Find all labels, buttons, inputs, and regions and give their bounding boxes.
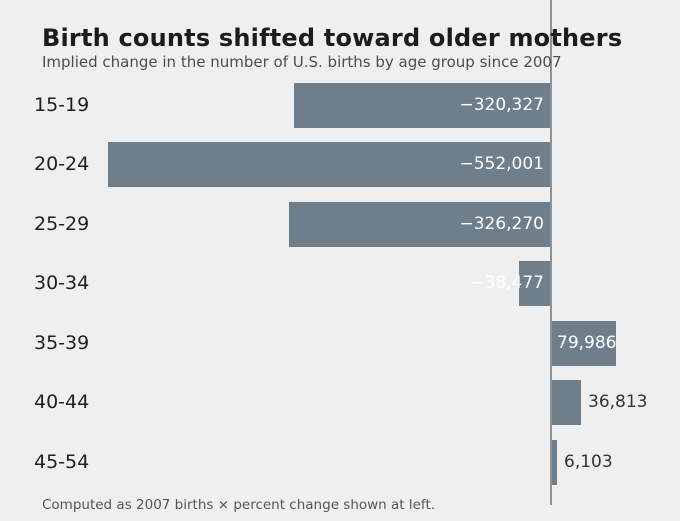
value-label: 36,813 [588, 392, 648, 412]
category-label: 30-34 [34, 272, 90, 294]
category-label: 45-54 [34, 451, 90, 473]
chart-footnote: Computed as 2007 births × percent change… [42, 497, 436, 513]
bar [519, 261, 550, 306]
value-label: 6,103 [564, 452, 613, 472]
zero-axis-line [550, 0, 552, 505]
value-label: −552,001 [459, 154, 544, 174]
chart-subtitle: Implied change in the number of U.S. bir… [42, 53, 562, 71]
bar [552, 380, 581, 425]
bar-row: 35-39 79,986 [0, 321, 680, 366]
value-label: −326,270 [459, 214, 544, 234]
bar [552, 321, 616, 366]
chart-title: Birth counts shifted toward older mother… [42, 24, 623, 53]
category-label: 20-24 [34, 153, 90, 175]
bar-row: 15-19 −320,327 [0, 83, 680, 128]
category-label: 15-19 [34, 94, 90, 116]
bar-row: 25-29 −326,270 [0, 202, 680, 247]
bar [289, 202, 550, 247]
bar [108, 142, 550, 187]
value-label: −38,477 [470, 273, 544, 293]
bar [552, 440, 557, 485]
category-label: 40-44 [34, 391, 90, 413]
category-label: 25-29 [34, 213, 90, 235]
value-label: −320,327 [459, 95, 544, 115]
bar [294, 83, 550, 128]
category-label: 35-39 [34, 332, 90, 354]
bar-row: 20-24 −552,001 [0, 142, 680, 187]
bar-row: 40-44 36,813 [0, 380, 680, 425]
value-label: 79,986 [557, 333, 617, 353]
bar-row: 30-34 −38,477 [0, 261, 680, 306]
bar-row: 45-54 6,103 [0, 440, 680, 485]
